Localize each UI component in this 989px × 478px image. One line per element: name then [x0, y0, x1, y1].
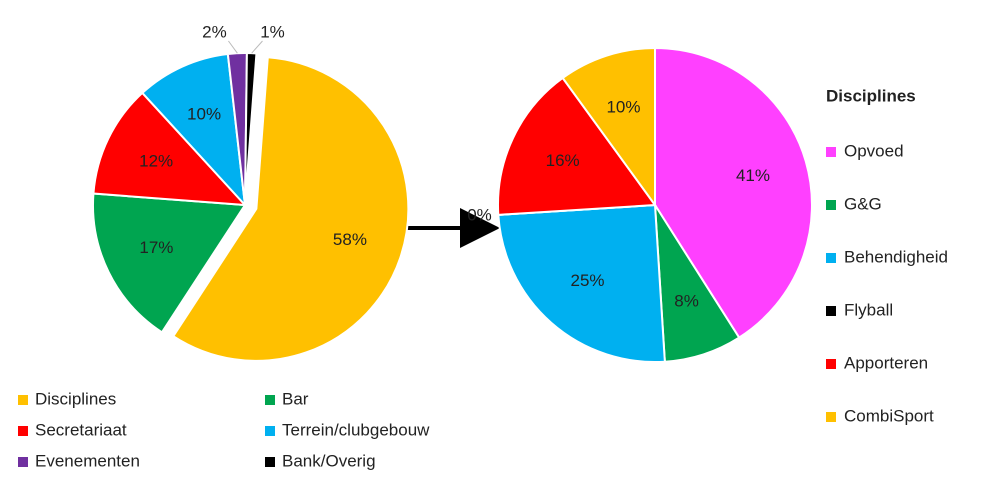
legend-label: G&G [844, 194, 882, 213]
pie-slice [171, 56, 410, 362]
data-label: 8% [674, 292, 699, 311]
legend-label: Behendigheid [844, 247, 948, 266]
legend-label: Evenementen [35, 451, 140, 470]
data-label: 12% [139, 151, 173, 170]
legend-swatch [18, 426, 28, 436]
legend-label: Disciplines [35, 389, 116, 408]
leader-line [228, 40, 238, 54]
legend-swatch [18, 395, 28, 405]
pie-slice [244, 51, 258, 206]
legend-swatch [265, 395, 275, 405]
legend-swatch [265, 426, 275, 436]
legend-swatch [826, 412, 836, 422]
legend-swatch [826, 306, 836, 316]
legend-swatch [826, 253, 836, 263]
pie-slice [92, 91, 248, 207]
legend-swatch [18, 457, 28, 467]
data-label: 25% [570, 271, 604, 290]
legend-label: Secretariaat [35, 420, 127, 439]
data-label: 0% [467, 206, 492, 225]
legend-label: Flyball [844, 300, 893, 319]
pie-slice [497, 76, 657, 216]
legend-swatch [826, 359, 836, 369]
legend-label: Bank/Overig [282, 451, 376, 470]
legend-swatch [826, 147, 836, 157]
legend-label: Apporteren [844, 353, 928, 372]
legend-label: Terrein/clubgebouw [282, 420, 430, 439]
legend-label: Bar [282, 389, 309, 408]
data-label: 16% [546, 151, 580, 170]
legend-title: Disciplines [826, 86, 916, 105]
pie-slice [92, 192, 247, 334]
data-label: 10% [187, 105, 221, 124]
leader-line [251, 40, 263, 54]
pie-slice [561, 46, 656, 209]
data-label: 1% [260, 22, 285, 41]
legend-swatch [826, 200, 836, 210]
legend-label: CombiSport [844, 406, 934, 425]
data-label: 41% [736, 166, 770, 185]
pie-slice [140, 52, 247, 208]
data-label: 17% [139, 238, 173, 257]
legend-swatch [265, 457, 275, 467]
legend-label: Opvoed [844, 141, 904, 160]
data-label: 2% [202, 22, 227, 41]
data-label: 58% [333, 230, 367, 249]
pie-slice [497, 203, 666, 363]
data-label: 10% [606, 97, 640, 116]
